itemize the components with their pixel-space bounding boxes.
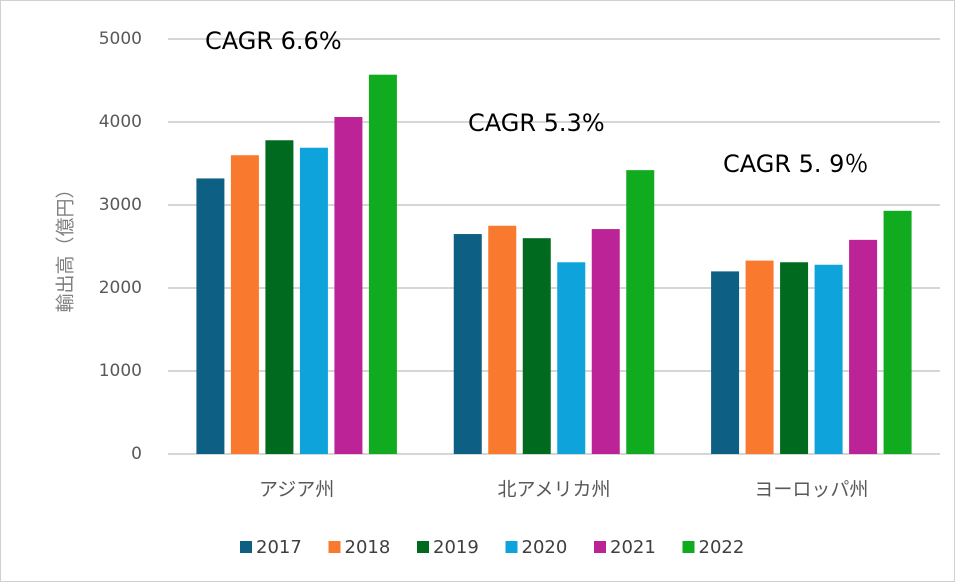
legend-label: 2017	[256, 537, 302, 558]
legend-swatch	[594, 541, 606, 553]
bar	[299, 147, 328, 455]
y-tick-label: 0	[131, 444, 142, 464]
legend-swatch	[682, 541, 695, 553]
legend-swatch	[328, 541, 341, 553]
x-tick-label: 北アメリカ州	[497, 479, 610, 501]
legend-label: 2019	[433, 537, 479, 558]
legend-swatch	[240, 541, 252, 553]
bar	[334, 117, 363, 455]
x-tick-label: アジア州	[259, 479, 334, 501]
annotation: CAGR 5. 9％	[723, 150, 868, 178]
bar	[711, 271, 740, 454]
y-tick-label: 4000	[99, 112, 142, 132]
bar	[557, 262, 586, 454]
bar	[591, 229, 620, 454]
annotation: CAGR 5.3%	[468, 109, 605, 137]
bar	[230, 155, 259, 454]
bar	[814, 264, 843, 454]
y-tick-label: 3000	[99, 195, 142, 215]
legend-swatch	[505, 541, 518, 553]
legend-label: 2021	[610, 537, 656, 558]
legend-label: 2022	[699, 537, 745, 558]
bar	[626, 170, 655, 454]
y-axis-label: 輸出高（億円）	[55, 179, 77, 312]
bar	[488, 225, 517, 454]
annotation: CAGR 6.6%	[205, 27, 342, 55]
legend-label: 2018	[345, 537, 391, 558]
bar	[849, 239, 878, 454]
y-tick-label: 5000	[99, 29, 142, 49]
bar	[368, 74, 397, 454]
bar	[453, 234, 482, 454]
legend-label: 2020	[522, 537, 568, 558]
bar	[265, 140, 294, 454]
bar	[780, 262, 809, 454]
bar	[196, 178, 225, 454]
bar	[745, 260, 774, 454]
legend-swatch	[417, 541, 429, 553]
x-tick-label: ヨーロッパ州	[754, 479, 868, 501]
y-tick-label: 2000	[99, 278, 142, 298]
bar	[522, 238, 551, 454]
bar	[883, 210, 912, 454]
y-tick-label: 1000	[99, 361, 142, 381]
